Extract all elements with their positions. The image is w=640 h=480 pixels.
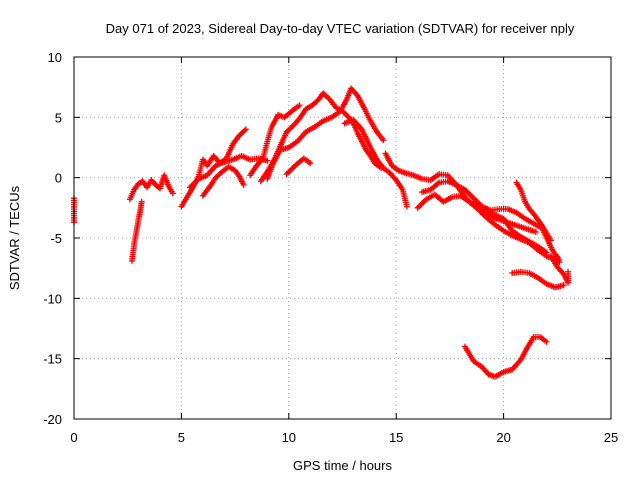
chart-title: Day 071 of 2023, Sidereal Day-to-day VTE…: [106, 21, 575, 36]
y-tick-label: -10: [43, 291, 62, 306]
x-axis-label: GPS time / hours: [293, 458, 392, 473]
x-tick-label: 15: [389, 430, 403, 445]
data-point: [417, 202, 424, 209]
series-track-l: [382, 150, 539, 235]
series-track-f: [199, 163, 247, 199]
data-point: [403, 203, 410, 210]
data-point: [287, 166, 294, 173]
plot-frame: [73, 56, 612, 420]
data-point: [307, 160, 314, 167]
y-tick-label: 5: [55, 110, 62, 125]
grid-lines: [74, 57, 611, 419]
data-point: [560, 282, 567, 289]
x-tick-label: 5: [178, 430, 185, 445]
series-track-s: [461, 333, 550, 380]
x-tick-label: 25: [604, 430, 618, 445]
data-point: [242, 126, 249, 133]
data-point: [547, 237, 554, 244]
data-point: [466, 190, 473, 197]
y-tick-label: -20: [43, 412, 62, 427]
data-point: [264, 157, 271, 164]
series-track-j: [264, 85, 387, 182]
y-tick-label: 0: [55, 171, 62, 186]
x-tick-label: 10: [282, 430, 296, 445]
data-point: [286, 168, 293, 175]
series-track-r: [509, 268, 567, 291]
data-point: [414, 204, 421, 211]
series-track-n: [414, 191, 563, 266]
data-point: [467, 192, 474, 199]
data-point: [532, 228, 539, 235]
data-point: [285, 169, 292, 176]
data-point: [565, 268, 572, 275]
y-axis-label: SDTVAR / TECUs: [7, 185, 22, 290]
data-point: [138, 198, 145, 205]
data-point: [418, 200, 425, 207]
data-point: [283, 171, 290, 178]
data-marks: [71, 85, 572, 380]
series-track-k: [341, 116, 410, 210]
series-track-o: [470, 198, 563, 263]
x-tick-label: 20: [496, 430, 510, 445]
data-point: [296, 102, 303, 109]
data-point: [169, 190, 176, 197]
series-track-c: [126, 172, 176, 203]
series-track-b: [128, 198, 145, 264]
data-point: [380, 137, 387, 144]
y-tick-label: 10: [48, 50, 62, 65]
data-point: [556, 256, 563, 263]
x-tick-label: 0: [70, 430, 77, 445]
data-point: [469, 193, 476, 200]
data-point: [240, 181, 247, 188]
y-tick-label: -5: [50, 231, 62, 246]
data-point: [241, 127, 248, 134]
series-track-g: [247, 102, 303, 179]
series-track-p: [513, 179, 554, 244]
data-point: [543, 338, 550, 345]
y-tick-label: -15: [43, 352, 62, 367]
data-point: [420, 199, 427, 206]
series-track-i: [283, 155, 314, 178]
data-point: [289, 165, 296, 172]
axis-ticks: 0 5 10 15 20 25 -20 -15 -10 -5 0 5 10: [43, 50, 618, 445]
data-point: [416, 203, 423, 210]
series-track-d: [178, 126, 249, 210]
series-track-q: [547, 253, 572, 286]
